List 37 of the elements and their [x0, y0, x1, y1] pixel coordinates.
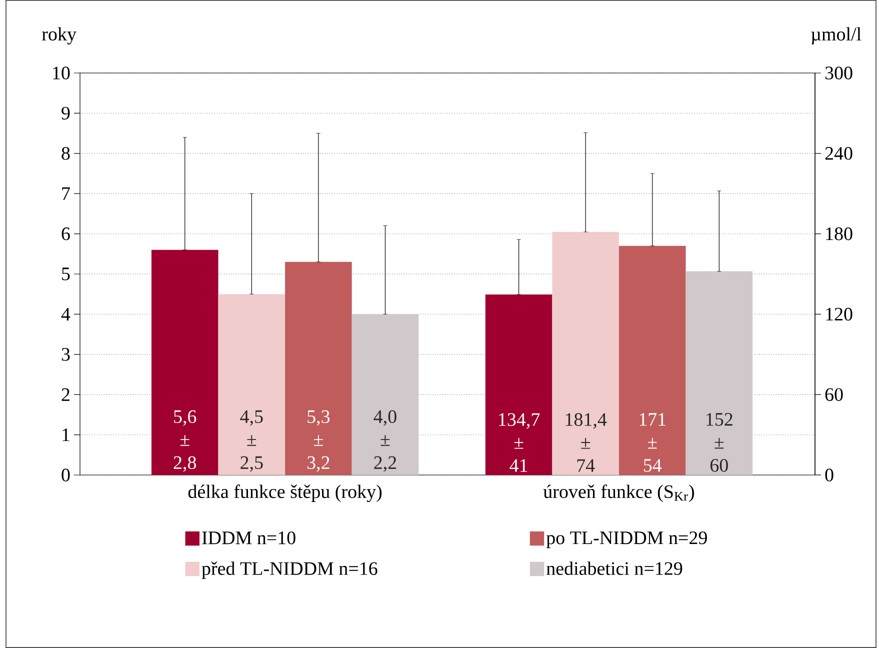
legend-label: IDDM n=10 [202, 531, 296, 544]
data-label: 5,3 ± 3,2 [307, 410, 330, 472]
y2-axis-title: µmol/l [811, 27, 862, 44]
y-tick-label: 1 [62, 428, 70, 442]
y-tick-label: 7 [62, 187, 70, 200]
y-tick-label: 4 [61, 308, 70, 320]
data-label: 171 ± 54 [640, 413, 666, 472]
data-label: 181,4 ± 74 [566, 413, 607, 472]
y2-tick-label: 180 [826, 227, 852, 240]
data-label: 152 ± 60 [706, 413, 732, 472]
data-label: 134,7 ± 41 [499, 413, 540, 472]
y-tick-label: 10 [53, 66, 70, 80]
legend-label: před TL-NIDDM n=16 [202, 562, 378, 579]
y2-tick-label: 300 [825, 66, 852, 80]
y-tick-label: 9 [62, 106, 70, 120]
x-tick-label: délka funkce štěpu (roky) [188, 484, 382, 502]
y2-tick-label: 240 [825, 146, 852, 160]
legend-label: po TL-NIDDM n=29 [546, 531, 707, 548]
bar [285, 262, 352, 475]
y-tick-label: 2 [62, 388, 70, 401]
y-tick-label: 8 [62, 146, 70, 160]
y2-tick-label: 60 [825, 388, 843, 401]
y2-tick-label: 0 [825, 468, 834, 482]
y-axis-title: roky [42, 27, 76, 44]
y-tick-label: 0 [62, 468, 70, 482]
y2-tick-label: 120 [826, 308, 852, 321]
y-tick-label: 3 [62, 348, 70, 361]
bar [352, 314, 419, 475]
legend-label: nediabetici n=129 [546, 562, 682, 575]
data-label: 4,5 ± 2,5 [240, 410, 263, 472]
data-label: 4,0 ± 2,2 [374, 410, 396, 472]
bar [218, 294, 286, 475]
y-tick-label: 6 [62, 227, 70, 240]
bar [151, 250, 218, 475]
y-tick-label: 5 [62, 268, 70, 280]
x-tick-label: úroveň funkce (S$_{Kr}$) [543, 484, 694, 502]
data-label: 5,6 ± 2,8 [174, 410, 196, 472]
